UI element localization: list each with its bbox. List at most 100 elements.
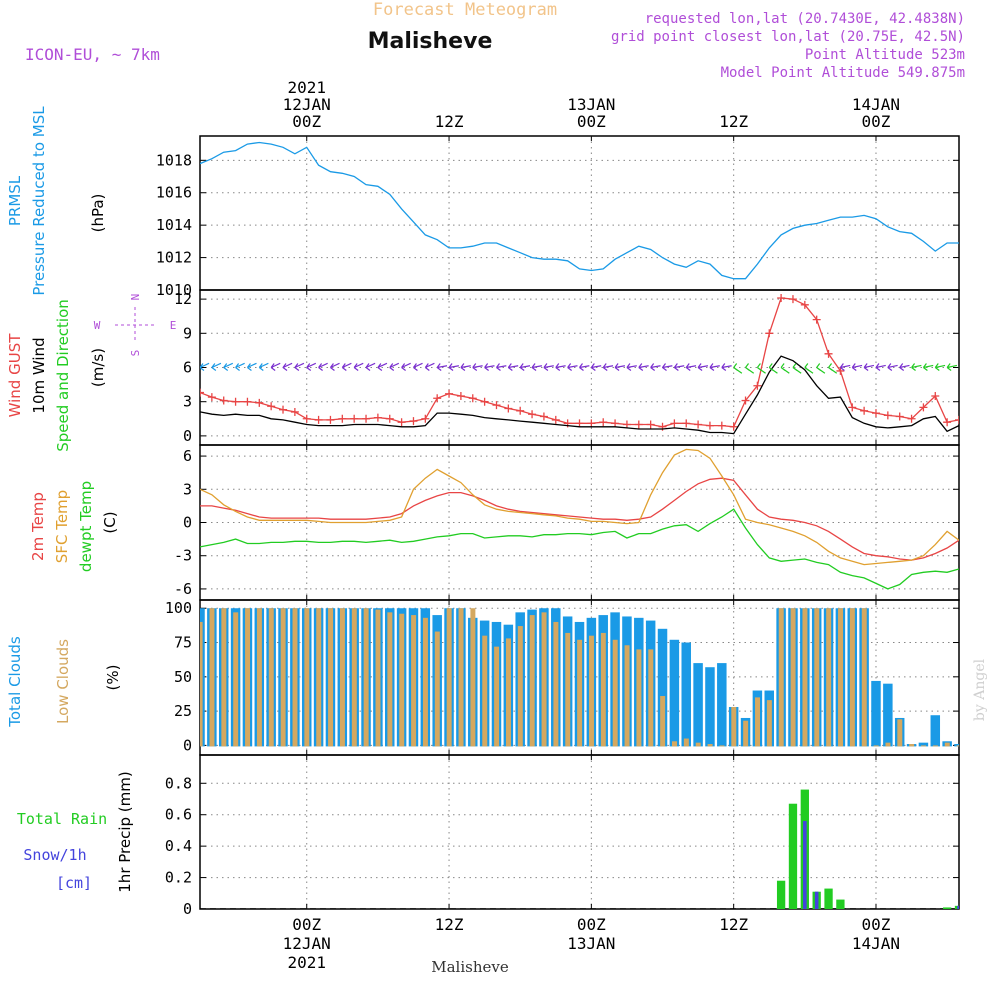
- y-tick-label: 9: [183, 324, 192, 342]
- y-tick-label: 0.2: [165, 869, 192, 887]
- bar-low-clouds: [707, 744, 713, 747]
- wind-barb: [235, 362, 245, 371]
- panel-precip: 0 0.2 0.4 0.6 0.8 1hr Precip (mm) Total Rain Sn…: [17, 754, 960, 918]
- gust-marker: [492, 401, 501, 410]
- series-wind-gust: [200, 297, 959, 428]
- wind-barb: [223, 362, 234, 371]
- y-axis-title: 1hr Precip (mm): [116, 771, 134, 892]
- bar-total-clouds: [681, 642, 691, 747]
- y-tick-label: 1010: [156, 281, 192, 299]
- wind-barb: [721, 363, 732, 371]
- panel-label: Total Clouds: [6, 636, 24, 728]
- bottom-tick-label: 12Z: [435, 915, 464, 934]
- bar-total-clouds: [871, 680, 881, 747]
- bar-rain: [836, 899, 845, 909]
- bar-low-clouds: [672, 741, 677, 747]
- wind-barb: [401, 362, 411, 371]
- y-tick-label: 6: [183, 447, 192, 465]
- y-tick-label: -6: [174, 580, 192, 598]
- wind-barb: [839, 363, 851, 371]
- y-tick-label: 0: [183, 736, 192, 754]
- gust-marker: [397, 418, 406, 427]
- bar-low-clouds: [268, 608, 274, 747]
- y-tick-label: 1018: [156, 151, 192, 169]
- bar-total-clouds: [918, 742, 929, 747]
- wind-barb: [780, 363, 790, 374]
- panel-label: Snow/1h: [23, 846, 86, 864]
- wind-barb: [211, 362, 222, 371]
- panel-label: Wind GUST: [6, 333, 24, 418]
- wind-barb: [377, 362, 388, 371]
- y-tick-label: 0.4: [165, 837, 192, 855]
- top-tick-label: 12Z: [719, 112, 748, 131]
- gust-marker: [231, 397, 240, 406]
- bar-low-clouds: [849, 608, 855, 747]
- point-altitude: Point Altitude 523m: [805, 47, 965, 63]
- bar-low-clouds: [446, 608, 452, 747]
- wind-barb: [460, 363, 471, 371]
- wind-barb: [768, 363, 778, 374]
- gust-marker: [504, 404, 513, 413]
- bar-low-clouds: [944, 742, 950, 747]
- gust-marker: [480, 397, 489, 406]
- bar-low-clouds: [200, 621, 203, 747]
- bar-rain: [954, 905, 959, 909]
- compass-w: W: [94, 319, 101, 332]
- gust-marker: [907, 414, 916, 423]
- gust-marker: [729, 422, 738, 431]
- bar-low-clouds: [434, 631, 440, 747]
- gust-marker: [302, 414, 311, 423]
- bar-low-clouds: [553, 621, 559, 747]
- bar-low-clouds: [351, 608, 357, 747]
- wind-barb: [887, 363, 898, 371]
- wind-barb: [638, 363, 649, 371]
- wind-barb: [673, 363, 685, 371]
- wind-barb: [792, 363, 802, 374]
- gust-marker: [705, 421, 714, 430]
- gust-marker: [528, 410, 537, 419]
- y-tick-label: 3: [183, 480, 192, 498]
- bar-total-clouds: [954, 744, 959, 747]
- bar-low-clouds: [482, 635, 488, 747]
- y-tick-label: 75: [174, 634, 192, 652]
- y-tick-label: 0: [183, 427, 192, 445]
- gust-marker: [955, 415, 959, 424]
- plot-area: [200, 293, 959, 435]
- y-tick-label: 0.6: [165, 806, 192, 824]
- y-tick-label: 25: [174, 702, 192, 720]
- wind-barb: [306, 362, 317, 371]
- gust-marker: [575, 419, 584, 428]
- series-2m-temp: [200, 477, 959, 561]
- bar-low-clouds: [316, 608, 322, 747]
- bar-low-clouds: [600, 632, 606, 747]
- gust-marker: [587, 419, 596, 428]
- super-title: Forecast Meteogram: [373, 0, 557, 20]
- gust-marker: [883, 411, 892, 420]
- bar-low-clouds: [245, 608, 251, 747]
- bar-low-clouds: [577, 639, 583, 747]
- panels: 1010 1012 1014 1016 1018 (hPa) PRMSL Pressure R…: [6, 106, 960, 918]
- bar-low-clouds: [636, 649, 642, 747]
- bar-snow: [957, 905, 959, 909]
- series-10m-wind: [200, 355, 959, 435]
- y-tick-label: 1014: [156, 216, 192, 234]
- wind-barb: [733, 363, 743, 374]
- y-tick-label: 1012: [156, 249, 192, 267]
- gust-marker: [338, 414, 347, 423]
- wind-barb: [662, 363, 673, 371]
- bar-low-clouds: [755, 697, 760, 747]
- gust-marker: [456, 391, 465, 400]
- top-tick-label: 13JAN: [567, 95, 615, 114]
- wind-barb: [816, 363, 826, 374]
- panel-wind: 0 3 6 9 12 (m/s) Wind GUST 10m Wind Speed and Di…: [6, 289, 960, 452]
- y-tick-label: 0: [183, 900, 192, 918]
- wind-barb: [697, 363, 709, 371]
- bar-low-clouds: [790, 608, 796, 747]
- wind-barb: [424, 362, 435, 371]
- bar-low-clouds: [932, 745, 938, 747]
- gust-marker: [670, 419, 679, 428]
- watermark: by Angel: [972, 658, 988, 721]
- bar-low-clouds: [233, 612, 239, 747]
- gust-marker: [919, 403, 928, 412]
- bottom-time-axis: 00Z12JAN202112Z00Z13JAN12Z00Z14JAN12Z: [283, 915, 900, 972]
